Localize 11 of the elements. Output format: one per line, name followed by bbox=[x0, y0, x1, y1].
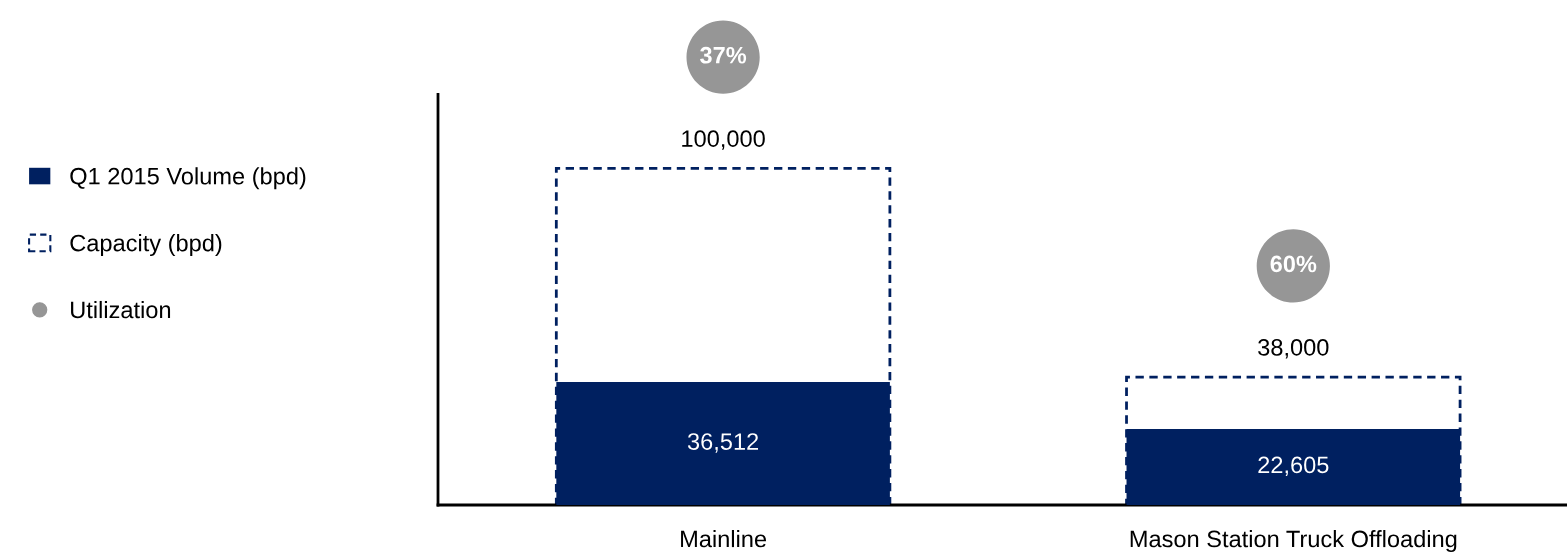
legend-label: Q1 2015 Volume (bpd) bbox=[70, 167, 306, 190]
x-tick-label: Mason Station Truck Offloading bbox=[1130, 530, 1457, 553]
annotation: 60% bbox=[1270, 255, 1317, 273]
text: Utilization bbox=[71, 300, 171, 319]
x-tick-label: Mainline bbox=[681, 530, 767, 548]
data-label: 22,605 bbox=[1258, 456, 1329, 477]
legend-label: Capacity (bpd) bbox=[70, 234, 222, 257]
data-label: 36,512 bbox=[687, 433, 759, 453]
data-label: 100,000 bbox=[682, 130, 765, 150]
data-label: 38,000 bbox=[1258, 339, 1329, 359]
text: 37% bbox=[700, 46, 747, 64]
